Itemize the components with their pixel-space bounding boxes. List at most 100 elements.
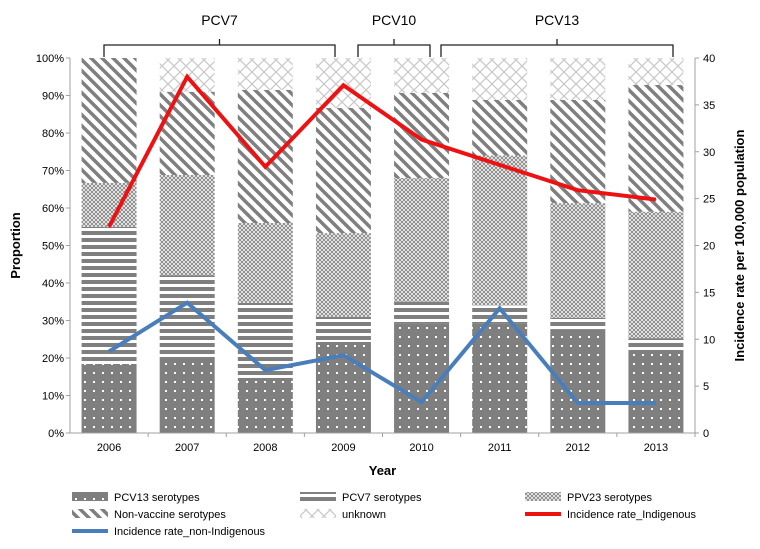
bar-segment-diamonds <box>394 58 450 93</box>
line-point <box>186 76 188 78</box>
y2-tick-label: 30 <box>703 147 715 159</box>
legend-swatch-hstripes <box>300 492 336 501</box>
bar-segment-diamonds <box>237 58 293 90</box>
y-tick-label: 90% <box>42 91 64 103</box>
bar-segment-hstripes <box>628 338 684 351</box>
y-tick-label: 60% <box>42 203 64 215</box>
legend-swatch-diamonds <box>300 509 336 518</box>
y-tick-label: 30% <box>42 316 64 328</box>
legend-label: Incidence rate_Indigenous <box>567 509 697 521</box>
line-point <box>342 354 344 356</box>
bar-segment-dots <box>472 323 528 433</box>
legend-swatch-smallcheck <box>525 492 561 501</box>
bar-segment-smallcheck <box>628 211 684 339</box>
bar-segment-hstripes <box>472 305 528 324</box>
y-tick-label: 10% <box>42 391 64 403</box>
bracket-label: PCV10 <box>372 12 417 28</box>
x-tick-label: 2008 <box>253 442 277 454</box>
x-tick-label: 2013 <box>644 442 668 454</box>
bar-segment-hstripes <box>81 226 137 364</box>
x-tick-label: 2007 <box>175 442 199 454</box>
legend-swatch-dots <box>72 492 108 501</box>
y2-tick-label: 25 <box>703 194 715 206</box>
legend-swatch-diagonal <box>72 509 108 518</box>
legend-label: unknown <box>342 509 386 521</box>
bar-segment-smallcheck <box>472 155 528 306</box>
y-tick-label: 40% <box>42 278 64 290</box>
bar-segment-diagonal <box>550 100 606 204</box>
bar-segment-diagonal <box>315 107 371 234</box>
line-point <box>655 199 657 201</box>
bracket-pcv7 <box>103 39 336 57</box>
y2-tick-label: 20 <box>703 241 715 253</box>
x-tick-label: 2006 <box>97 442 121 454</box>
y-tick-label: 100% <box>36 53 64 65</box>
y-axis-title: Proportion <box>8 212 23 278</box>
line-point <box>186 302 188 304</box>
y2-tick-label: 15 <box>703 287 715 299</box>
bar-segment-hstripes <box>550 317 606 330</box>
bar-segment-dots <box>237 377 293 433</box>
y-tick-label: 50% <box>42 241 64 253</box>
bar-segment-diagonal <box>394 92 450 178</box>
bar-segment-hstripes <box>315 316 371 342</box>
line-point <box>108 350 110 352</box>
legend-label: Non-vaccine serotypes <box>114 509 226 521</box>
line-series-non-indigenous <box>108 300 656 405</box>
line-point <box>264 369 266 371</box>
bar-segment-diagonal <box>159 91 215 175</box>
line-point <box>499 307 501 309</box>
bar-segment-dots <box>159 358 215 433</box>
bar-segment-smallcheck <box>159 175 215 276</box>
legend-label: PCV13 serotypes <box>114 492 200 504</box>
bar-segment-diagonal <box>237 89 293 223</box>
bar-segment-diagonal <box>628 85 684 212</box>
bracket-pcv13 <box>440 39 674 57</box>
x-tick-label: 2011 <box>488 442 512 454</box>
legend-label: PCV7 serotypes <box>342 492 422 504</box>
line-point <box>577 402 579 404</box>
line-point <box>499 164 501 166</box>
y-tick-label: 20% <box>42 353 64 365</box>
y-tick-label: 80% <box>42 128 64 140</box>
line-point <box>264 166 266 168</box>
bracket-label: PCV13 <box>535 12 580 28</box>
bar-segment-diamonds <box>628 58 684 85</box>
line-point <box>577 189 579 191</box>
line-point <box>421 401 423 403</box>
line-series-indigenous <box>107 73 657 228</box>
x-tick-label: 2012 <box>566 442 590 454</box>
x-axis-title: Year <box>369 463 396 478</box>
line-point <box>108 226 110 228</box>
bar-segment-smallcheck <box>550 203 606 318</box>
y2-tick-label: 5 <box>703 381 709 393</box>
y2-tick-label: 10 <box>703 334 715 346</box>
y2-tick-label: 40 <box>703 53 715 65</box>
legend-label: PPV23 serotypes <box>567 492 652 504</box>
line-point <box>421 139 423 141</box>
y2-tick-label: 0 <box>703 428 709 440</box>
y2-axis-title: Incidence rate per 100,000 population <box>732 129 747 361</box>
bar-segment-smallcheck <box>237 223 293 303</box>
line-point <box>342 84 344 86</box>
y-tick-label: 70% <box>42 166 64 178</box>
legend-label: Incidence rate_non-Indigenous <box>114 526 266 538</box>
line-point <box>655 402 657 404</box>
bar-segment-smallcheck <box>315 233 371 317</box>
bar-segment-diamonds <box>472 58 528 100</box>
x-tick-label: 2010 <box>409 442 433 454</box>
bracket-pcv10 <box>357 39 431 57</box>
bar-segment-dots <box>628 350 684 433</box>
y2-tick-label: 35 <box>703 100 715 112</box>
bar-segment-diagonal <box>81 58 137 183</box>
bar-segment-diamonds <box>550 58 606 100</box>
bracket-label: PCV7 <box>201 12 238 28</box>
bar-segment-hstripes <box>394 301 450 324</box>
bar-segment-dots <box>81 364 137 433</box>
y-tick-label: 0% <box>48 428 64 440</box>
x-tick-label: 2009 <box>331 442 355 454</box>
bar-segment-smallcheck <box>394 178 450 302</box>
bar-segment-diagonal <box>472 100 528 156</box>
